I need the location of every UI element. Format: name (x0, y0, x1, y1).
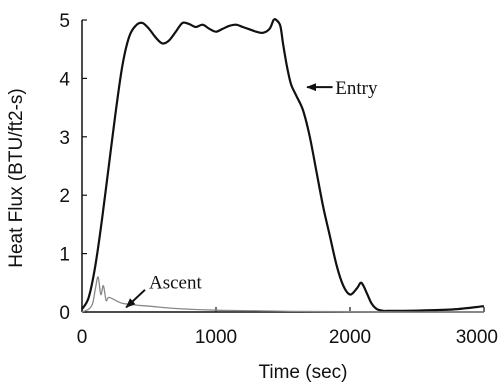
x-axis-label: Time (sec) (258, 362, 347, 383)
series-line-ascent (81, 276, 484, 313)
x-tick-label: 3000 (456, 327, 498, 348)
series-line-entry (81, 17, 485, 313)
y-tick-label: 5 (59, 11, 70, 32)
annotation-arrow-ascent (125, 289, 146, 309)
x-tick-label: 0 (77, 327, 88, 348)
annotations: Entry Ascent (125, 78, 378, 309)
y-ticks: 0 1 2 3 4 5 (59, 11, 87, 324)
x-tick-label: 2000 (329, 327, 371, 348)
axes (81, 20, 484, 313)
series-group (81, 17, 485, 313)
y-tick-label: 2 (59, 186, 70, 207)
annotation-label-entry: Entry (335, 78, 378, 99)
y-tick-label: 3 (59, 128, 70, 149)
x-tick-label: 1000 (195, 327, 237, 348)
y-tick-label: 4 (59, 69, 70, 90)
y-tick-label: 0 (59, 303, 70, 324)
y-axis-label: Heat Flux (BTU/ft2-s) (6, 88, 27, 267)
x-ticks: 0 1000 2000 3000 (77, 307, 498, 348)
annotation-label-ascent: Ascent (149, 273, 202, 294)
y-tick-label: 1 (59, 245, 70, 266)
